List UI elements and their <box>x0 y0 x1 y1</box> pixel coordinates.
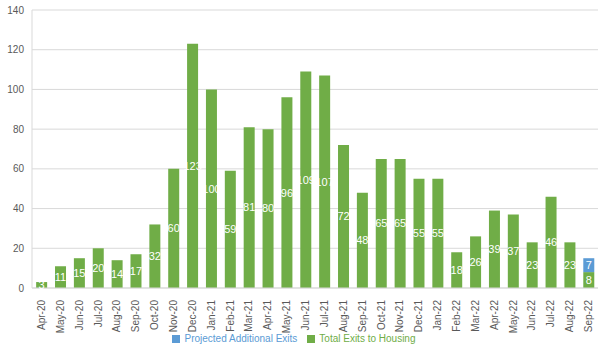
svg-text:17: 17 <box>130 265 142 277</box>
svg-text:Aug-20: Aug-20 <box>111 300 122 333</box>
svg-text:46: 46 <box>545 236 557 248</box>
svg-text:11: 11 <box>55 271 66 283</box>
svg-text:65: 65 <box>375 217 387 229</box>
svg-text:20: 20 <box>92 262 104 274</box>
svg-text:81: 81 <box>243 201 255 213</box>
svg-text:55: 55 <box>413 227 425 239</box>
svg-text:Jan-22: Jan-22 <box>432 300 443 331</box>
svg-text:55: 55 <box>432 227 444 239</box>
svg-text:Jul-21: Jul-21 <box>319 300 330 328</box>
svg-text:72: 72 <box>337 210 349 222</box>
svg-text:80: 80 <box>262 202 274 214</box>
svg-text:140: 140 <box>7 5 24 16</box>
svg-text:Sep-21: Sep-21 <box>357 300 368 333</box>
svg-text:Mar-22: Mar-22 <box>470 300 481 332</box>
svg-text:100: 100 <box>202 183 220 195</box>
svg-text:3: 3 <box>39 279 45 291</box>
svg-text:26: 26 <box>469 256 481 268</box>
svg-text:8: 8 <box>586 274 592 286</box>
svg-text:Feb-22: Feb-22 <box>451 300 462 332</box>
svg-text:14: 14 <box>111 268 123 280</box>
svg-text:96: 96 <box>281 187 293 199</box>
svg-text:Jul-22: Jul-22 <box>545 300 556 328</box>
svg-text:80: 80 <box>13 124 25 135</box>
svg-text:Apr-21: Apr-21 <box>262 300 273 330</box>
svg-text:15: 15 <box>73 267 85 279</box>
svg-text:Sep-22: Sep-22 <box>583 300 594 333</box>
svg-text:Jun-22: Jun-22 <box>526 300 537 331</box>
svg-text:Nov-21: Nov-21 <box>394 300 405 333</box>
svg-text:Mar-21: Mar-21 <box>243 300 254 332</box>
svg-text:Jan-21: Jan-21 <box>206 300 217 331</box>
html-text:Projected Additional Exits: Projected Additional Exits <box>184 333 298 344</box>
svg-text:0: 0 <box>18 283 24 294</box>
svg-text:Dec-21: Dec-21 <box>413 300 424 333</box>
svg-text:120: 120 <box>7 44 24 55</box>
svg-text:109: 109 <box>297 174 315 186</box>
svg-text:20: 20 <box>13 243 25 254</box>
svg-text:May-22: May-22 <box>508 300 519 334</box>
svg-text:Nov-20: Nov-20 <box>168 300 179 333</box>
svg-text:Apr-20: Apr-20 <box>36 300 47 330</box>
svg-text:Oct-21: Oct-21 <box>376 300 387 330</box>
svg-text:107: 107 <box>315 176 333 188</box>
svg-text:18: 18 <box>451 264 463 276</box>
svg-text:May-20: May-20 <box>55 300 66 334</box>
svg-text:37: 37 <box>507 245 519 257</box>
svg-text:Oct-20: Oct-20 <box>149 300 160 330</box>
svg-text:60: 60 <box>168 222 180 234</box>
svg-text:23: 23 <box>564 259 576 271</box>
svg-text:Sep-20: Sep-20 <box>130 300 141 333</box>
svg-text:Jul-20: Jul-20 <box>93 300 104 328</box>
svg-text:123: 123 <box>183 160 201 172</box>
svg-text:Aug-22: Aug-22 <box>564 300 575 333</box>
svg-text:7: 7 <box>586 259 592 271</box>
svg-text:Feb-21: Feb-21 <box>225 300 236 332</box>
svg-text:32: 32 <box>149 250 161 262</box>
svg-text:23: 23 <box>526 259 538 271</box>
html-text:Total Exits to Housing: Total Exits to Housing <box>319 333 416 344</box>
svg-text:65: 65 <box>394 217 406 229</box>
svg-text:Jun-21: Jun-21 <box>300 300 311 331</box>
svg-text:Apr-22: Apr-22 <box>489 300 500 330</box>
svg-text:Dec-20: Dec-20 <box>187 300 198 333</box>
svg-text:48: 48 <box>356 234 368 246</box>
svg-text:59: 59 <box>224 223 236 235</box>
svg-text:39: 39 <box>488 243 500 255</box>
svg-text:40: 40 <box>13 203 25 214</box>
svg-text:Aug-21: Aug-21 <box>338 300 349 333</box>
svg-text:Jun-20: Jun-20 <box>74 300 85 331</box>
svg-text:100: 100 <box>7 84 24 95</box>
svg-text:60: 60 <box>13 163 25 174</box>
svg-text:May-21: May-21 <box>281 300 292 334</box>
